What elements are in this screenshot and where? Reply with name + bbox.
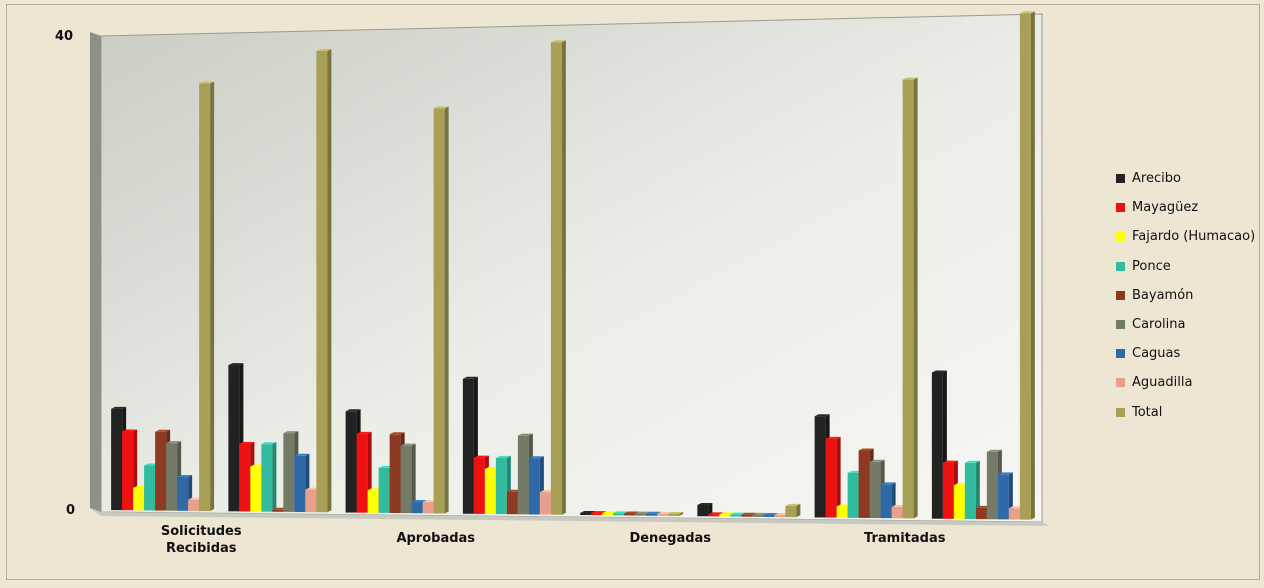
legend-label: Carolina: [1132, 317, 1186, 333]
chart-plot: 40 0 Solicitudes Recibidas Aprobadas Denega…: [55, 11, 1050, 556]
legend-swatch: [1116, 407, 1125, 417]
legend-item: Caguas: [1116, 339, 1264, 368]
bar-mayag-ez-3-0: [825, 436, 841, 518]
category-label: Aprobadas: [396, 531, 475, 546]
y-tick-40: 40: [55, 29, 73, 44]
legend-label: Mayagüez: [1132, 200, 1199, 216]
legend-swatch: [1116, 174, 1125, 184]
legend: Arecibo Mayagüez Fajardo (Humacao) Ponce Bay…: [1116, 164, 1264, 427]
category-label: Tramitadas: [864, 531, 946, 546]
legend-swatch: [1116, 378, 1125, 388]
legend-item: Aguadilla: [1116, 368, 1264, 397]
bar-ponce-0-1: [261, 442, 277, 512]
legend-label: Arecibo: [1132, 171, 1181, 187]
legend-item: Mayagüez: [1116, 193, 1264, 222]
bar-carolina-1-0: [400, 443, 416, 514]
side-wall: [90, 32, 101, 512]
legend-item: Arecibo: [1116, 164, 1264, 193]
legend-swatch: [1116, 203, 1125, 213]
legend-label: Fajardo (Humacao): [1132, 229, 1256, 245]
bar-total-1-1: [550, 40, 566, 515]
category-label: Denegadas: [629, 531, 711, 546]
legend-swatch: [1116, 320, 1125, 330]
legend-label: Bayamón: [1132, 287, 1194, 303]
legend-item: Fajardo (Humacao): [1116, 222, 1264, 251]
bar-total-2-1: [785, 503, 801, 518]
category-label: Solicitudes: [161, 524, 242, 539]
legend-swatch: [1116, 232, 1125, 242]
bar-total-3-0: [902, 77, 918, 519]
bar-total-3-1: [1019, 11, 1035, 520]
bar-arecibo-2-1: [697, 503, 713, 517]
legend-label: Aguadilla: [1132, 375, 1193, 391]
bar-total-0-0: [199, 81, 215, 512]
legend-label: Ponce: [1132, 258, 1171, 274]
legend-label: Caguas: [1132, 346, 1181, 362]
legend-swatch: [1116, 290, 1125, 300]
bar-total-1-0: [433, 106, 449, 514]
bar-ponce-3-1: [964, 460, 980, 520]
bar-total-0-1: [316, 49, 332, 513]
legend-label: Total: [1132, 404, 1163, 420]
category-label: Recibidas: [166, 541, 237, 556]
legend-swatch: [1116, 261, 1125, 271]
legend-item: Bayamón: [1116, 281, 1264, 310]
legend-item: Total: [1116, 398, 1264, 427]
legend-item: Ponce: [1116, 252, 1264, 281]
bar-total-2-0: [668, 511, 684, 516]
y-tick-0: 0: [66, 503, 75, 518]
floor: [90, 508, 1050, 526]
legend-item: Carolina: [1116, 310, 1264, 339]
legend-swatch: [1116, 349, 1125, 359]
